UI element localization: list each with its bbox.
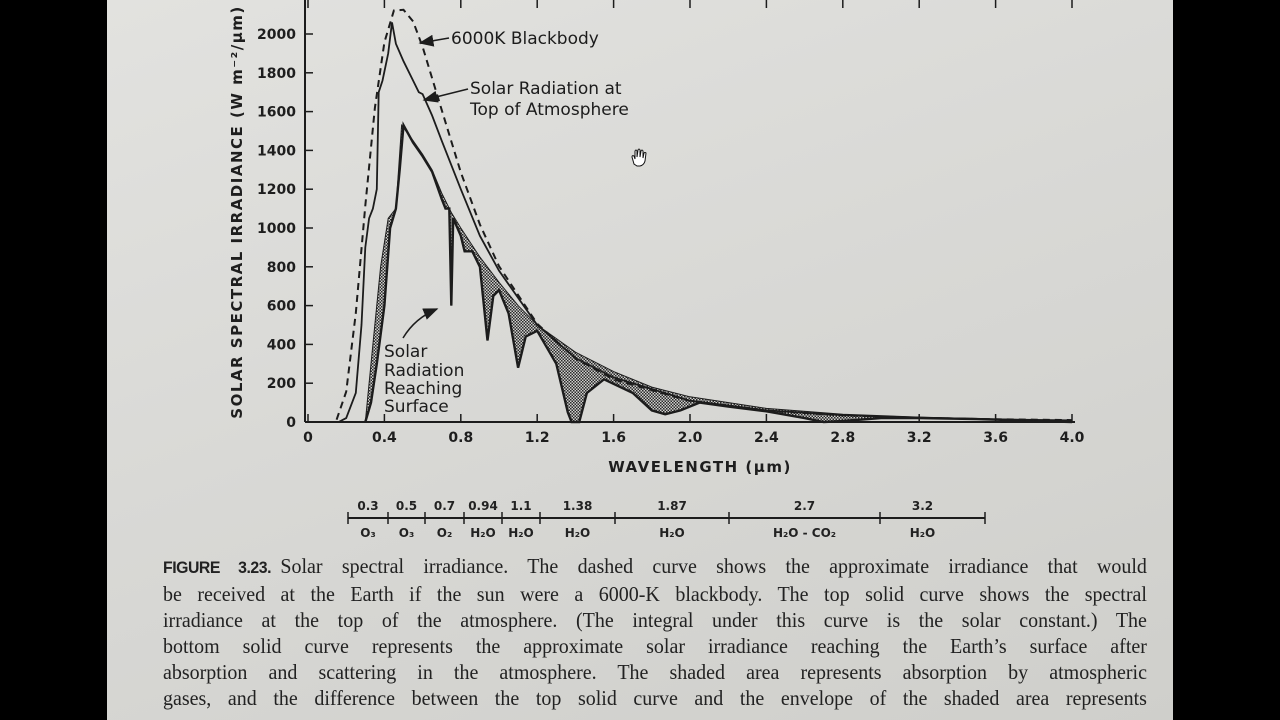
y-tick-label: 0 <box>286 415 296 431</box>
y-tick-label: 1000 <box>257 221 296 237</box>
band-wavelength: 1.38 <box>563 499 593 513</box>
x-tick-label: 2.8 <box>830 430 855 446</box>
caption-line-6: gases, and the difference between the to… <box>163 686 1147 710</box>
annotation-surface-1: Solar <box>384 342 427 362</box>
x-tick-label: 0.4 <box>372 430 397 446</box>
y-axis-label: SOLAR SPECTRAL IRRADIANCE (W m⁻²/μm) <box>228 5 246 418</box>
x-tick-label: 2.0 <box>678 430 703 446</box>
book-page <box>107 0 1173 720</box>
x-tick-label: 0 <box>303 430 313 446</box>
x-tick-label: 3.2 <box>907 430 932 446</box>
annotation-blackbody: 6000K Blackbody <box>451 29 599 49</box>
band-gas: H₂O <box>508 526 534 540</box>
x-tick-label: 0.8 <box>448 430 473 446</box>
y-tick-label: 600 <box>267 299 296 315</box>
band-wavelength: 1.87 <box>657 499 687 513</box>
band-gas: H₂O <box>470 526 496 540</box>
figure-label: FIGURE 3.23. <box>163 558 272 577</box>
y-tick-label: 1400 <box>257 143 296 159</box>
x-tick-label: 1.2 <box>525 430 550 446</box>
arrow-blackbody <box>418 34 450 47</box>
band-wavelength: 3.2 <box>912 499 933 513</box>
y-tick-label: 1600 <box>257 105 296 121</box>
x-axis-label: WAVELENGTH (μm) <box>608 458 792 476</box>
hand-cursor-icon <box>631 148 647 167</box>
band-gas: H₂O <box>910 526 936 540</box>
y-tick-label: 2000 <box>257 27 296 43</box>
annotation-toa-1: Solar Radiation at <box>470 79 622 99</box>
x-tick-label: 4.0 <box>1060 430 1085 446</box>
caption-line-1: FIGURE 3.23. Solar spectral irradiance. T… <box>163 553 1147 581</box>
band-wavelength: 1.1 <box>510 499 531 513</box>
series-surface-radiation <box>364 121 1073 424</box>
y-tick-label: 400 <box>267 337 296 353</box>
absorption-band-scale: 0.3 O₃ 0.5 O₃ 0.7 O₂ 0.94 H₂O 1.1 H₂O 1.38 H₂O 1.87 H… <box>347 499 986 540</box>
figure-caption: FIGURE 3.23. Solar spectral irradiance. T… <box>163 553 1147 711</box>
annotation-toa-2: Top of Atmosphere <box>469 100 629 120</box>
y-tick-label: 200 <box>267 376 296 392</box>
y-tick-label: 800 <box>267 260 296 276</box>
caption-text: Solar spectral irradiance. The dashed cu… <box>280 554 1147 578</box>
caption-line-5: absorption and scattering in the atmosph… <box>163 660 1147 684</box>
band-wavelength: 0.7 <box>434 499 455 513</box>
band-wavelength: 0.5 <box>396 499 417 513</box>
absorption-shaded-area <box>364 123 1073 423</box>
arrow-toa <box>422 88 469 103</box>
band-gas: H₂O <box>659 526 685 540</box>
arrow-surface <box>402 308 439 339</box>
x-tick-label: 1.6 <box>601 430 626 446</box>
x-tick-label: 3.6 <box>983 430 1008 446</box>
band-gas: O₂ <box>437 526 452 540</box>
band-gas: O₃ <box>399 526 414 540</box>
band-wavelength: 2.7 <box>794 499 815 513</box>
annotation-surface-4: Surface <box>384 397 449 417</box>
y-tick-label: 1200 <box>257 182 296 198</box>
annotation-surface-2: Radiation <box>384 361 464 381</box>
band-gas: O₃ <box>360 526 375 540</box>
caption-line-3: irradiance at the top of the atmosphere.… <box>163 608 1147 632</box>
series-6000k-blackbody <box>335 8 1073 422</box>
band-wavelength: 0.94 <box>468 499 498 513</box>
caption-line-2: be received at the Earth if the sun were… <box>163 582 1147 606</box>
band-gas: H₂O <box>565 526 591 540</box>
y-tick-label: 1800 <box>257 66 296 82</box>
band-gas: H₂O - CO₂ <box>773 526 836 540</box>
caption-line-4: bottom solid curve represents the approx… <box>163 634 1147 658</box>
band-wavelength: 0.3 <box>357 499 378 513</box>
x-tick-label: 2.4 <box>754 430 779 446</box>
annotation-surface-3: Reaching <box>384 379 462 399</box>
